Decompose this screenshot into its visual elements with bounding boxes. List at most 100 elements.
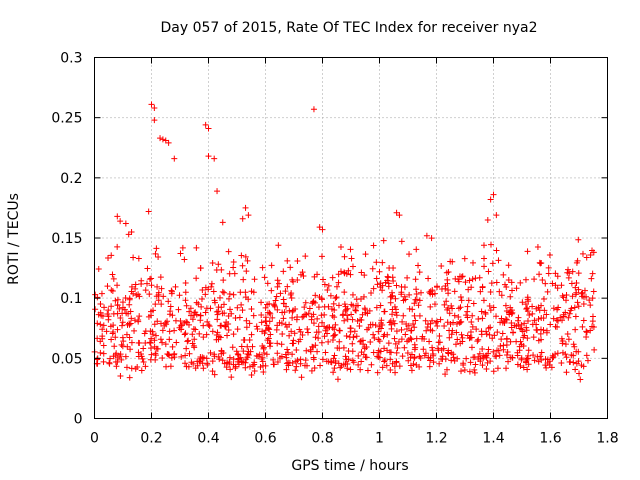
data-point [457, 304, 464, 311]
data-point [413, 291, 420, 298]
data-point [519, 299, 526, 306]
data-point [258, 299, 265, 306]
data-point [531, 357, 538, 364]
data-point [218, 347, 225, 354]
data-point [271, 361, 278, 368]
data-point [567, 358, 574, 365]
data-point [503, 351, 510, 358]
data-point [259, 343, 266, 350]
data-point [348, 301, 355, 308]
data-point [343, 332, 350, 339]
data-point [114, 354, 121, 361]
data-point [171, 354, 178, 361]
data-point [286, 321, 293, 328]
data-point [569, 268, 576, 275]
data-point [349, 357, 356, 364]
data-point [429, 347, 436, 354]
data-point [140, 345, 147, 352]
data-point [501, 320, 508, 327]
data-point [573, 289, 580, 296]
data-point [308, 313, 315, 320]
data-point [399, 353, 406, 360]
data-point [207, 349, 214, 356]
data-point [490, 191, 497, 198]
data-point [377, 302, 384, 309]
data-point [493, 279, 500, 286]
data-point [537, 260, 544, 267]
data-point [520, 364, 527, 371]
data-point [451, 288, 458, 295]
data-point [342, 353, 349, 360]
data-point [302, 299, 309, 306]
data-point [468, 318, 475, 325]
data-point [274, 283, 281, 290]
data-point [554, 350, 561, 357]
data-point [591, 346, 598, 353]
data-point [348, 255, 355, 262]
data-point [245, 212, 252, 219]
data-point [107, 323, 114, 330]
data-point [163, 363, 170, 370]
data-point [159, 136, 166, 143]
data-point [530, 334, 537, 341]
data-point [575, 270, 582, 277]
data-point [218, 322, 225, 329]
data-point [128, 365, 135, 372]
data-point [310, 106, 317, 113]
data-point [147, 340, 154, 347]
data-point [449, 305, 456, 312]
data-point [498, 315, 505, 322]
data-point [100, 342, 107, 349]
data-point [94, 320, 101, 327]
data-point [374, 369, 381, 376]
data-point [99, 313, 106, 320]
data-point [259, 354, 266, 361]
data-point [142, 328, 149, 335]
data-point [469, 312, 476, 319]
data-point [135, 291, 142, 298]
data-point [284, 283, 291, 290]
data-point [534, 353, 541, 360]
data-point [475, 336, 482, 343]
data-point [233, 348, 240, 355]
y-tick-label: 0.2 [60, 171, 82, 187]
data-point [410, 360, 417, 367]
data-point [524, 304, 531, 311]
data-point [464, 303, 471, 310]
data-point [132, 285, 139, 292]
data-point [483, 331, 490, 338]
data-point [200, 354, 207, 361]
data-point [584, 357, 591, 364]
data-point [187, 305, 194, 312]
data-point [505, 277, 512, 284]
data-point [385, 274, 392, 281]
data-point [543, 327, 550, 334]
x-tick-label: 1.4 [482, 431, 504, 447]
data-point [206, 323, 213, 330]
data-point [490, 304, 497, 311]
data-point [539, 277, 546, 284]
data-point [375, 354, 382, 361]
data-point [142, 339, 149, 346]
data-point [105, 255, 112, 262]
data-point [192, 365, 199, 372]
data-point [260, 368, 267, 375]
data-point [336, 338, 343, 345]
data-point [152, 301, 159, 308]
data-point [259, 264, 266, 271]
data-point [199, 287, 206, 294]
data-point [127, 346, 134, 353]
data-point [352, 307, 359, 314]
data-point [329, 312, 336, 319]
data-point [331, 314, 338, 321]
data-point [162, 341, 169, 348]
data-point [568, 305, 575, 312]
data-point [110, 329, 117, 336]
data-point [291, 330, 298, 337]
data-point [342, 307, 349, 314]
data-point [92, 291, 99, 298]
data-point [158, 301, 165, 308]
data-point [190, 325, 197, 332]
data-point [410, 320, 417, 327]
data-point [202, 309, 209, 316]
